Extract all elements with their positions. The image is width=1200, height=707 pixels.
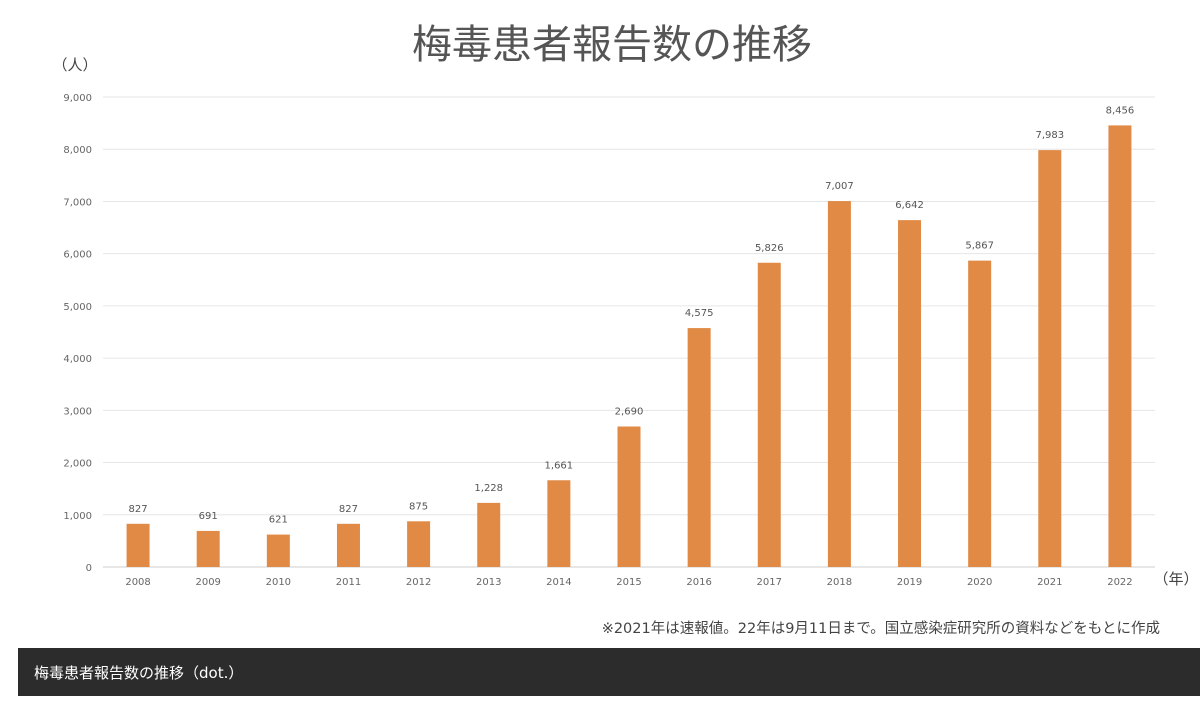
y-axis-ticks: 0 1,000 2,000 3,000 4,000 5,000 6,000 7,000 8,00… [63,93,92,574]
y-tick-label: 4,000 [63,354,92,365]
data-label: 1,228 [474,483,503,494]
x-tick-label: 2019 [897,577,922,588]
bar-2011 [336,523,360,567]
data-label: 8,456 [1106,105,1135,116]
x-tick-label: 2010 [266,577,291,588]
x-axis-unit-label: （年） [1153,570,1198,588]
bar-2022 [1108,125,1132,568]
caption-text: 梅毒患者報告数の推移（dot.） [34,663,244,682]
data-label: 4,575 [685,308,714,319]
y-tick-label: 2,000 [63,459,92,470]
x-tick-label: 2016 [686,577,711,588]
x-tick-label: 2022 [1107,577,1132,588]
x-tick-label: 2008 [125,577,150,588]
bar-2013 [477,502,501,567]
data-label: 7,983 [1035,130,1064,141]
bar-2017 [757,262,781,567]
data-label: 5,826 [755,243,784,254]
x-tick-label: 2009 [195,577,220,588]
data-labels: 827 691 621 827 875 1,228 1,661 2,690 4,575 5,826… [129,105,1135,525]
bar-2018 [827,201,851,567]
y-tick-label: 3,000 [63,406,92,417]
x-axis-ticks: 2008 2009 2010 2011 2012 2013 2014 2015 2016 2017… [125,577,1132,588]
data-label: 827 [339,504,358,515]
gridlines [103,96,1155,568]
bar-2014 [547,480,571,567]
x-tick-label: 2014 [546,577,571,588]
chart-note: ※2021年は速報値。22年は9月11日まで。国立感染症研究所の資料などをもとに… [602,620,1160,637]
data-label: 827 [129,504,148,515]
y-tick-label: 5,000 [63,302,92,313]
bar-chart: 梅毒患者報告数の推移 （人） 0 1,000 2,000 3,000 4,000 5,00… [52,22,1198,637]
data-label: 2,690 [615,407,644,418]
y-tick-label: 6,000 [63,250,92,261]
bar-2021 [1038,150,1062,568]
y-tick-label: 8,000 [63,145,92,156]
data-label: 6,642 [895,200,924,211]
y-axis-unit-label: （人） [52,56,97,74]
x-tick-label: 2017 [757,577,782,588]
bar-2009 [196,530,220,567]
bar-2010 [266,534,290,567]
data-label: 7,007 [825,181,854,192]
y-tick-label: 9,000 [63,93,92,104]
bar-2008 [126,523,150,567]
y-tick-label: 1,000 [63,511,92,522]
caption-bar: 梅毒患者報告数の推移（dot.） [18,648,1200,696]
y-tick-label: 7,000 [63,197,92,208]
x-tick-label: 2011 [336,577,361,588]
data-label: 1,661 [545,460,574,471]
data-label: 5,867 [965,241,994,252]
bar-2020 [968,260,992,567]
x-tick-label: 2013 [476,577,501,588]
x-tick-label: 2018 [827,577,852,588]
y-tick-label: 0 [86,563,92,574]
bars [126,125,1132,568]
data-label: 875 [409,501,428,512]
x-tick-label: 2015 [616,577,641,588]
data-label: 691 [199,511,218,522]
data-label: 621 [269,515,288,526]
x-tick-label: 2012 [406,577,431,588]
bar-2012 [407,521,431,567]
bar-2019 [898,220,922,567]
bar-2015 [617,426,641,567]
x-tick-label: 2021 [1037,577,1062,588]
x-tick-label: 2020 [967,577,992,588]
chart-title: 梅毒患者報告数の推移 [412,22,812,68]
bar-2016 [687,328,711,567]
